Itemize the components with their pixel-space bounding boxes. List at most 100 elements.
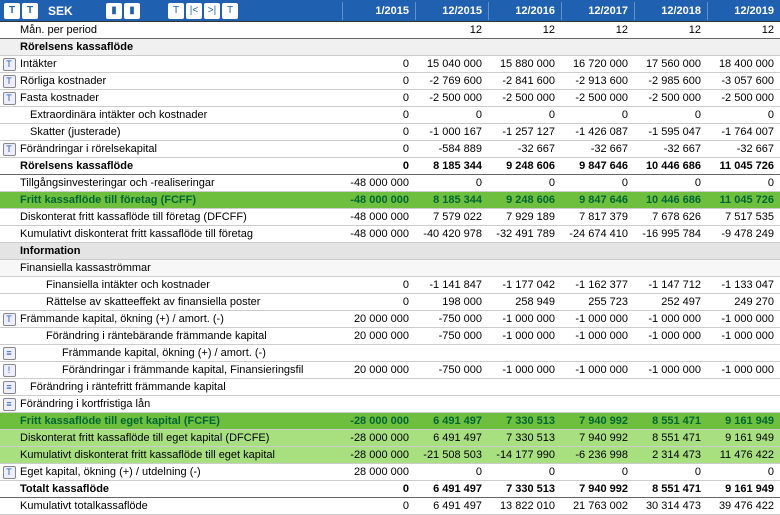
row-icon-cell	[0, 328, 18, 345]
row-icon-cell[interactable]: ≡	[0, 379, 18, 396]
expand-icon[interactable]: ≡	[3, 381, 16, 394]
row-icon-cell	[0, 277, 18, 294]
cell-value: -2 500 000	[634, 90, 707, 107]
chart-icon[interactable]: ▮	[124, 3, 140, 19]
cell-value: 12	[707, 22, 780, 39]
cell-value	[488, 243, 561, 260]
row-label: Intäkter	[18, 56, 342, 73]
cell-value: 0	[561, 107, 634, 124]
row-label: Rörliga kostnader	[18, 73, 342, 90]
nav-icon[interactable]: T	[222, 3, 238, 19]
row-label: Förändring i räntebärande främmande kapi…	[18, 328, 342, 345]
expand-icon[interactable]: T	[3, 75, 16, 88]
cell-value: 249 270	[707, 294, 780, 311]
tool-icon[interactable]: T	[4, 3, 20, 19]
period-col: 12/2015	[415, 2, 488, 20]
expand-icon[interactable]: T	[3, 58, 16, 71]
cell-value	[634, 39, 707, 56]
table-row: TIntäkter015 040 00015 880 00016 720 000…	[0, 56, 780, 73]
cell-value: -750 000	[415, 311, 488, 328]
cell-value: -2 769 600	[415, 73, 488, 90]
tool-icon[interactable]: T	[22, 3, 38, 19]
row-label: Förändring i kortfristiga lån	[18, 396, 342, 413]
chart-icon[interactable]: ▮	[106, 3, 122, 19]
cell-value: 2 314 473	[634, 447, 707, 464]
nav-icon[interactable]: T	[168, 3, 184, 19]
row-label: Rörelsens kassaflöde	[18, 39, 342, 56]
row-icon-cell[interactable]: !	[0, 362, 18, 379]
cell-value: 15 880 000	[488, 56, 561, 73]
row-icon-cell[interactable]: T	[0, 56, 18, 73]
cell-value	[707, 396, 780, 413]
cell-value: 0	[342, 498, 415, 515]
row-icon-cell	[0, 260, 18, 277]
cell-value: 8 551 471	[634, 481, 707, 498]
cell-value	[342, 379, 415, 396]
cell-value	[342, 22, 415, 39]
cell-value: 39 476 422	[707, 498, 780, 515]
cell-value: -40 420 978	[415, 226, 488, 243]
cell-value: 0	[634, 107, 707, 124]
cell-value: 6 491 497	[415, 413, 488, 430]
cell-value	[561, 39, 634, 56]
cell-value: -2 913 600	[561, 73, 634, 90]
cell-value: -32 667	[561, 141, 634, 158]
cell-value	[415, 243, 488, 260]
cell-value: -1 000 000	[488, 362, 561, 379]
row-label: Fritt kassaflöde till eget kapital (FCFE…	[18, 413, 342, 430]
expand-icon[interactable]: T	[3, 92, 16, 105]
row-label: Totalt kassaflöde	[18, 481, 342, 498]
row-icon-cell	[0, 413, 18, 430]
period-col: 12/2017	[561, 2, 634, 20]
cell-value: -21 508 503	[415, 447, 488, 464]
expand-icon[interactable]: T	[3, 466, 16, 479]
row-icon-cell[interactable]: T	[0, 90, 18, 107]
cell-value: -1 000 000	[707, 328, 780, 345]
cell-value	[707, 260, 780, 277]
row-icon-cell[interactable]: T	[0, 141, 18, 158]
table-row: Tillgångsinvesteringar och -realiseringa…	[0, 175, 780, 192]
cell-value: -584 889	[415, 141, 488, 158]
expand-icon[interactable]: ≡	[3, 347, 16, 360]
table-row: Finansiella intäkter och kostnader0-1 14…	[0, 277, 780, 294]
cell-value: 0	[415, 464, 488, 481]
header-mid-left: ▮ ▮	[102, 3, 144, 19]
cell-value: 8 551 471	[634, 430, 707, 447]
cell-value: -2 500 000	[561, 90, 634, 107]
row-label: Främmande kapital, ökning (+) / amort. (…	[18, 345, 342, 362]
row-label: Förändring i räntefritt främmande kapita…	[18, 379, 342, 396]
table-row: Extraordinära intäkter och kostnader0000…	[0, 107, 780, 124]
row-icon-cell[interactable]: T	[0, 464, 18, 481]
cell-value: 0	[707, 107, 780, 124]
cell-value: 6 491 497	[415, 481, 488, 498]
period-col: 12/2016	[488, 2, 561, 20]
expand-icon[interactable]: T	[3, 143, 16, 156]
row-icon-cell[interactable]: T	[0, 73, 18, 90]
cell-value: -1 000 000	[561, 328, 634, 345]
cell-value: 7 517 535	[707, 209, 780, 226]
cell-value	[634, 243, 707, 260]
row-icon-cell[interactable]: ≡	[0, 396, 18, 413]
row-label: Finansiella kassaströmmar	[18, 260, 342, 277]
cell-value: -48 000 000	[342, 192, 415, 209]
cell-value	[415, 345, 488, 362]
row-icon-cell[interactable]: T	[0, 311, 18, 328]
expand-icon[interactable]: !	[3, 364, 16, 377]
row-icon-cell	[0, 158, 18, 175]
cell-value: 7 817 379	[561, 209, 634, 226]
last-icon[interactable]: >|	[204, 3, 220, 19]
cashflow-table: Mån. per period1212121212Rörelsens kassa…	[0, 22, 780, 515]
cell-value: -32 667	[707, 141, 780, 158]
cell-value: -1 000 167	[415, 124, 488, 141]
cell-value: 11 045 726	[707, 158, 780, 175]
cell-value: 8 185 344	[415, 158, 488, 175]
cell-value: 9 847 646	[561, 158, 634, 175]
row-icon-cell[interactable]: ≡	[0, 345, 18, 362]
table-row: TFrämmande kapital, ökning (+) / amort. …	[0, 311, 780, 328]
expand-icon[interactable]: T	[3, 313, 16, 326]
cell-value: 0	[488, 107, 561, 124]
expand-icon[interactable]: ≡	[3, 398, 16, 411]
cell-value	[707, 39, 780, 56]
cell-value: -28 000 000	[342, 447, 415, 464]
first-icon[interactable]: |<	[186, 3, 202, 19]
